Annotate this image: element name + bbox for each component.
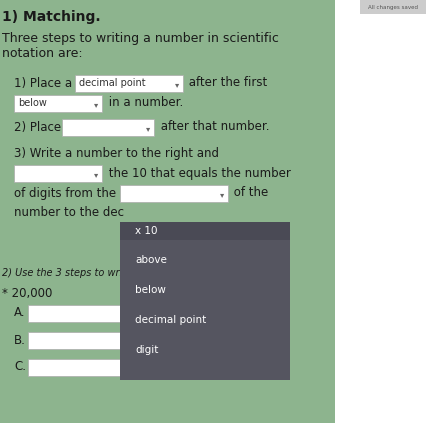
FancyBboxPatch shape (14, 165, 102, 182)
FancyBboxPatch shape (360, 0, 426, 14)
Text: ▾: ▾ (94, 170, 98, 179)
Text: C.: C. (14, 360, 26, 374)
Text: 2) Use the 3 steps to write the number: 2) Use the 3 steps to write the number (2, 268, 193, 278)
Text: of digits from the: of digits from the (14, 187, 116, 200)
Text: All changes saved: All changes saved (368, 5, 418, 9)
FancyBboxPatch shape (120, 185, 228, 202)
Text: below: below (135, 285, 166, 295)
FancyBboxPatch shape (28, 332, 128, 349)
Text: after the first: after the first (185, 77, 267, 90)
Text: A.: A. (14, 307, 26, 319)
FancyBboxPatch shape (120, 222, 290, 240)
Text: 1) Matching.: 1) Matching. (2, 10, 101, 24)
Text: 2) Place: 2) Place (14, 121, 61, 134)
Text: decimal point: decimal point (135, 315, 206, 325)
Text: B.: B. (14, 333, 26, 346)
Text: 3) Write a number to the right and: 3) Write a number to the right and (14, 146, 219, 159)
Text: ▾: ▾ (94, 100, 98, 109)
Text: ▾: ▾ (120, 337, 124, 346)
Text: Three steps to writing a number in scientific
notation are:: Three steps to writing a number in scien… (2, 32, 279, 60)
Text: ▾: ▾ (220, 190, 224, 199)
Text: below: below (18, 99, 47, 109)
Text: x 10: x 10 (135, 226, 158, 236)
FancyBboxPatch shape (62, 119, 154, 136)
Text: in a number.: in a number. (105, 96, 183, 110)
Text: ▾: ▾ (120, 310, 124, 319)
Text: ▾: ▾ (175, 80, 179, 89)
Text: ▾: ▾ (146, 124, 150, 133)
FancyBboxPatch shape (335, 0, 426, 423)
FancyBboxPatch shape (120, 222, 290, 380)
Text: above: above (135, 255, 167, 265)
Text: the 10 that equals the number: the 10 that equals the number (105, 167, 291, 179)
FancyBboxPatch shape (28, 305, 128, 322)
Text: after that number.: after that number. (157, 121, 270, 134)
Text: of the: of the (230, 187, 268, 200)
Text: ▾: ▾ (120, 364, 124, 373)
FancyBboxPatch shape (75, 75, 183, 92)
Text: number to the dec: number to the dec (14, 206, 124, 220)
Text: * 20,000: * 20,000 (2, 286, 52, 299)
FancyBboxPatch shape (14, 95, 102, 112)
Text: decimal point: decimal point (79, 79, 146, 88)
FancyBboxPatch shape (28, 359, 128, 376)
Text: digit: digit (135, 345, 158, 355)
Text: 1) Place a: 1) Place a (14, 77, 72, 90)
